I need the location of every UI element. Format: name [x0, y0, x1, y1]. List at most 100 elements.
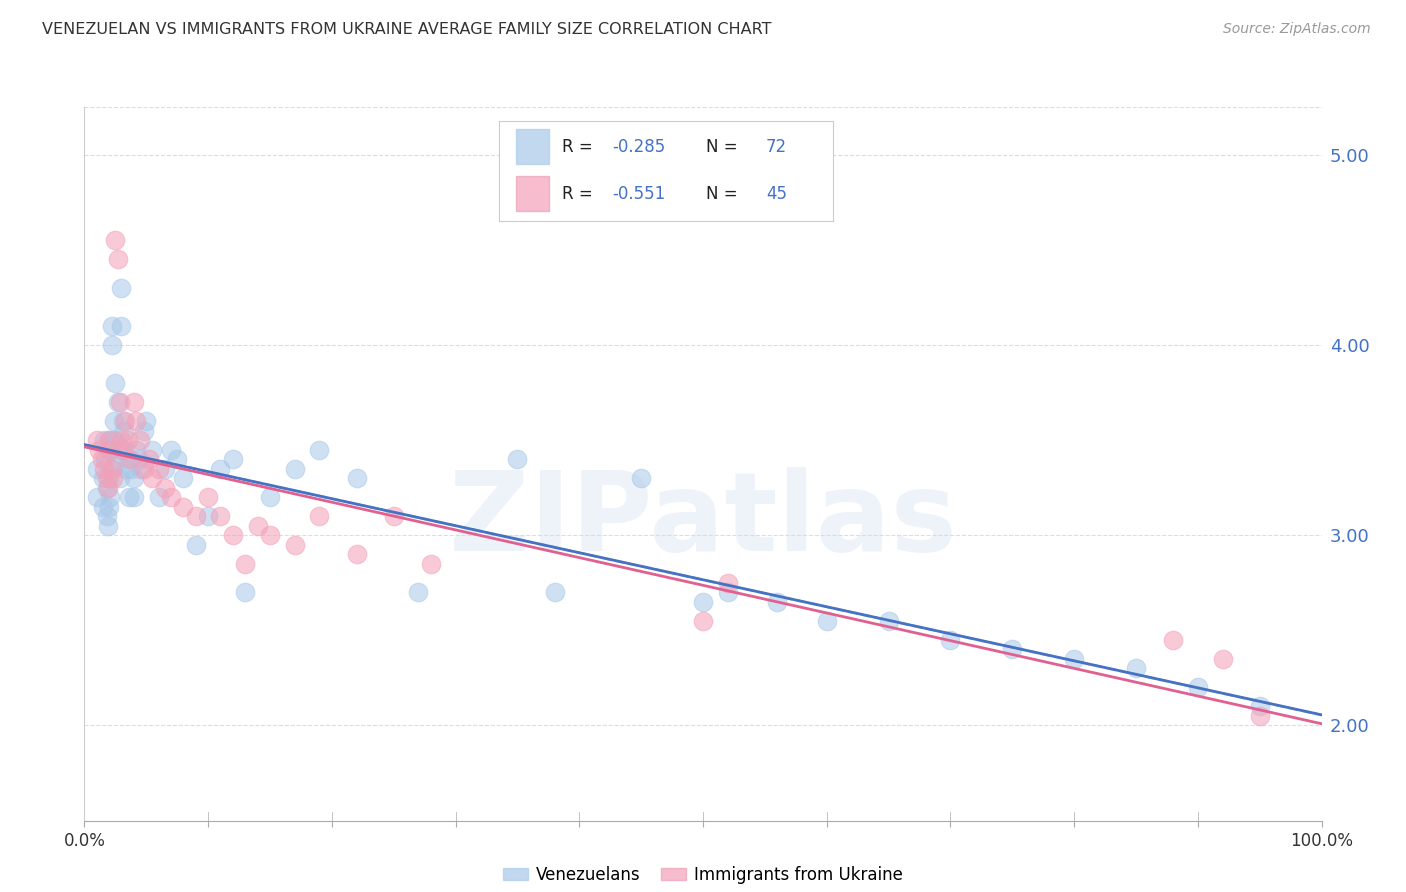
Point	[98, 442, 121, 457]
Point	[222, 528, 245, 542]
Point	[97, 442, 120, 457]
Point	[284, 461, 307, 475]
Point	[97, 518, 120, 533]
Y-axis label: Average Family Size: Average Family Size	[0, 381, 8, 547]
Point	[90, 452, 112, 467]
Point	[110, 395, 132, 409]
Point	[233, 585, 256, 599]
Point	[129, 433, 152, 447]
Point	[166, 452, 188, 467]
Point	[100, 338, 122, 352]
Point	[346, 471, 368, 485]
Point	[132, 424, 155, 438]
Point	[91, 471, 114, 485]
Point	[148, 490, 170, 504]
Point	[877, 614, 900, 628]
Point	[692, 595, 714, 609]
Point	[148, 461, 170, 475]
Text: Source: ZipAtlas.com: Source: ZipAtlas.com	[1223, 22, 1371, 37]
Point	[118, 490, 141, 504]
Point	[96, 471, 118, 485]
Point	[86, 461, 108, 475]
Text: VENEZUELAN VS IMMIGRANTS FROM UKRAINE AVERAGE FAMILY SIZE CORRELATION CHART: VENEZUELAN VS IMMIGRANTS FROM UKRAINE AV…	[42, 22, 772, 37]
Point	[98, 500, 121, 514]
Point	[382, 509, 405, 524]
Point	[104, 376, 127, 390]
Point	[346, 547, 368, 561]
Point	[93, 433, 115, 447]
Point	[86, 433, 108, 447]
Point	[98, 471, 121, 485]
Point	[115, 461, 138, 475]
Point	[233, 557, 256, 571]
Point	[692, 614, 714, 628]
Point	[100, 318, 122, 333]
Point	[111, 442, 134, 457]
Point	[104, 233, 127, 247]
Point	[94, 452, 117, 467]
Point	[108, 442, 131, 457]
Point	[184, 538, 207, 552]
Point	[107, 252, 129, 267]
Point	[111, 414, 134, 428]
Point	[98, 433, 121, 447]
Point	[107, 395, 129, 409]
Point	[939, 632, 962, 647]
Point	[1161, 632, 1184, 647]
Point	[141, 442, 163, 457]
Point	[506, 452, 529, 467]
Point	[1212, 652, 1234, 666]
Point	[197, 490, 219, 504]
Point	[101, 433, 124, 447]
Point	[717, 585, 740, 599]
Point	[98, 442, 121, 457]
Legend: Venezuelans, Immigrants from Ukraine: Venezuelans, Immigrants from Ukraine	[496, 860, 910, 891]
Point	[98, 433, 121, 447]
Point	[222, 452, 245, 467]
Point	[172, 471, 194, 485]
Point	[101, 471, 124, 485]
Point	[105, 452, 128, 467]
Point	[110, 281, 132, 295]
Point	[104, 433, 127, 447]
Point	[308, 442, 330, 457]
Point	[197, 509, 219, 524]
Point	[419, 557, 441, 571]
Point	[259, 490, 281, 504]
Point	[132, 461, 155, 475]
Text: ZIPatlas: ZIPatlas	[449, 467, 957, 574]
Point	[91, 500, 114, 514]
Point	[209, 509, 232, 524]
Point	[129, 461, 152, 475]
Point	[110, 471, 132, 485]
Point	[543, 585, 565, 599]
Point	[114, 442, 136, 457]
Point	[98, 490, 121, 504]
Point	[97, 481, 120, 495]
Point	[117, 452, 139, 467]
Point	[110, 433, 132, 447]
Point	[630, 471, 652, 485]
Point	[172, 500, 194, 514]
Point	[1063, 652, 1085, 666]
Point	[89, 442, 111, 457]
Point	[103, 414, 125, 428]
Point	[1187, 681, 1209, 695]
Point	[246, 518, 269, 533]
Point	[86, 490, 108, 504]
Point	[284, 538, 307, 552]
Point	[766, 595, 789, 609]
Point	[101, 461, 124, 475]
Point	[1001, 642, 1024, 657]
Point	[117, 433, 139, 447]
Point	[308, 509, 330, 524]
Point	[1249, 709, 1271, 723]
Point	[184, 509, 207, 524]
Point	[122, 471, 145, 485]
Point	[141, 471, 163, 485]
Point	[160, 442, 183, 457]
Point	[122, 490, 145, 504]
Point	[120, 452, 142, 467]
Point	[125, 414, 148, 428]
Point	[110, 318, 132, 333]
